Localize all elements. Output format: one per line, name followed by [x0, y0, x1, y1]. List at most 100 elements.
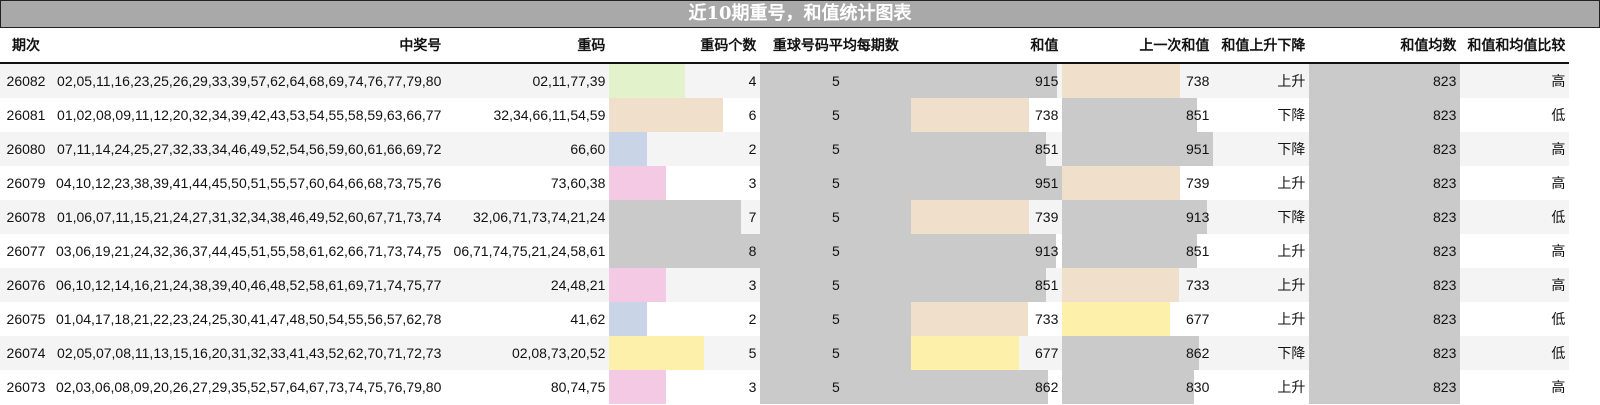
- mean: 823: [1433, 243, 1457, 259]
- prev-sum-bar: [1062, 336, 1200, 370]
- trend-cell: 上升: [1213, 234, 1309, 268]
- sum: 851: [1035, 141, 1059, 157]
- repeat-count-bar: [609, 302, 648, 336]
- avg-repeat: 5: [831, 209, 840, 225]
- repeat-numbers-cell: 73,60,38: [445, 166, 609, 200]
- avg-repeat-cell: 5: [760, 98, 912, 132]
- trend: 上升: [1277, 379, 1306, 395]
- table-row: 26081 01,02,08,09,11,12,20,32,34,39,42,43…: [0, 98, 1569, 132]
- prev-sum-cell: 738: [1062, 63, 1214, 98]
- period: 26078: [6, 209, 46, 225]
- compare-cell: 高: [1460, 370, 1569, 404]
- period-cell: 26078: [0, 200, 52, 234]
- avg-repeat-bar: [760, 234, 912, 268]
- mean-bar: [1309, 132, 1461, 166]
- repeat-count: 2: [748, 311, 757, 327]
- repeat-numbers-cell: 02,08,73,20,52: [445, 336, 610, 370]
- avg-repeat-cell: 5: [760, 336, 912, 370]
- repeat-numbers-cell: 41,62: [445, 302, 609, 336]
- repeat-count-cell: 8: [609, 234, 761, 268]
- compare-cell: 高: [1460, 234, 1569, 268]
- stats-table: 期次 中奖号 重码 重码个数 重球号码平均每期数 和值 上一次和值 和值上升下降…: [0, 28, 1570, 404]
- repeat-count-bar: [609, 166, 666, 200]
- compare-cell: 高: [1460, 132, 1570, 166]
- sum: 951: [1035, 175, 1059, 191]
- avg-repeat: 5: [831, 141, 840, 157]
- prev-sum-bar: [1062, 200, 1208, 234]
- avg-repeat-bar: [760, 302, 912, 336]
- sum: 862: [1035, 379, 1059, 395]
- prev-sum: 951: [1186, 141, 1210, 157]
- period: 26074: [6, 345, 46, 361]
- sum-cell: 738: [911, 98, 1062, 132]
- repeat-numbers-cell: 32,34,66,11,54,59: [445, 98, 609, 132]
- period-cell: 26076: [0, 268, 52, 302]
- avg-repeat-cell: 5: [760, 302, 912, 336]
- trend: 上升: [1277, 73, 1306, 89]
- mean-bar: [1309, 370, 1461, 404]
- compare-cell: 低: [1460, 302, 1569, 336]
- sum: 677: [1035, 345, 1059, 361]
- repeat-count: 3: [748, 175, 757, 191]
- repeat-count: 8: [748, 243, 757, 259]
- repeat-numbers: 32,06,71,73,74,21,24: [473, 209, 606, 225]
- period-cell: 26075: [0, 302, 52, 336]
- prev-sum-bar: [1062, 64, 1180, 98]
- header-sum: 和值: [911, 28, 1063, 64]
- prev-sum-bar: [1062, 302, 1170, 336]
- mean-cell: 823: [1309, 98, 1461, 132]
- avg-repeat: 5: [831, 277, 840, 293]
- prev-sum: 677: [1186, 311, 1210, 327]
- prev-sum-cell: 851: [1062, 234, 1213, 268]
- mean: 823: [1433, 379, 1457, 395]
- period: 26077: [6, 243, 46, 259]
- header-period: 期次: [0, 28, 52, 64]
- repeat-count: 4: [748, 73, 757, 89]
- prev-sum-cell: 830: [1062, 370, 1213, 404]
- avg-repeat-cell: 5: [760, 132, 912, 166]
- header-avg: 重球号码平均每期数: [760, 28, 912, 64]
- compare: 高: [1551, 243, 1566, 259]
- trend: 上升: [1277, 243, 1306, 259]
- prev-sum: 851: [1186, 243, 1210, 259]
- repeat-count: 6: [748, 107, 757, 123]
- period-cell: 26082: [0, 63, 52, 98]
- avg-repeat-bar: [760, 132, 912, 166]
- compare: 低: [1551, 209, 1566, 225]
- trend-cell: 上升: [1213, 166, 1309, 200]
- repeat-count-bar: [609, 268, 666, 302]
- header-count: 重码个数: [609, 28, 761, 64]
- sum-bar: [911, 268, 1047, 302]
- trend: 下降: [1277, 107, 1306, 123]
- winning-numbers-cell: 07,11,14,24,25,27,32,33,34,46,49,52,54,5…: [52, 132, 446, 166]
- prev-sum: 851: [1186, 107, 1210, 123]
- sum-bar: [911, 200, 1029, 234]
- prev-sum-bar: [1062, 268, 1179, 302]
- mean: 823: [1433, 209, 1457, 225]
- sum-bar: [911, 336, 1019, 370]
- winning-numbers-cell: 04,10,12,23,38,39,41,44,45,50,51,55,57,6…: [52, 166, 445, 200]
- winning-numbers-cell: 02,03,06,08,09,20,26,27,29,35,52,57,64,6…: [52, 370, 445, 404]
- compare-cell: 低: [1460, 336, 1570, 370]
- header-trend: 和值上升下降: [1213, 28, 1310, 64]
- prev-sum-cell: 851: [1062, 98, 1213, 132]
- sum-cell: 677: [911, 336, 1063, 370]
- sum-bar: [911, 166, 1063, 200]
- trend: 下降: [1277, 345, 1306, 361]
- compare: 低: [1551, 107, 1566, 123]
- prev-sum: 739: [1186, 175, 1210, 191]
- avg-repeat-bar: [760, 98, 912, 132]
- compare: 高: [1551, 277, 1566, 293]
- avg-repeat: 5: [831, 345, 840, 361]
- winning-numbers: 06,10,12,14,16,21,24,38,39,40,46,48,52,5…: [56, 277, 442, 293]
- avg-repeat: 5: [831, 73, 840, 89]
- avg-repeat-bar: [760, 268, 912, 302]
- prev-sum: 830: [1186, 379, 1210, 395]
- repeat-count-bar: [609, 234, 761, 268]
- prev-sum-bar: [1062, 166, 1180, 200]
- table-row: 26075 01,04,17,18,21,22,23,24,25,30,41,47…: [0, 302, 1569, 336]
- prev-sum: 733: [1186, 277, 1210, 293]
- table-row: 26078 01,06,07,11,15,21,24,27,31,32,34,38…: [0, 200, 1570, 234]
- mean-bar: [1309, 64, 1461, 98]
- repeat-numbers-cell: 66,60: [445, 132, 610, 166]
